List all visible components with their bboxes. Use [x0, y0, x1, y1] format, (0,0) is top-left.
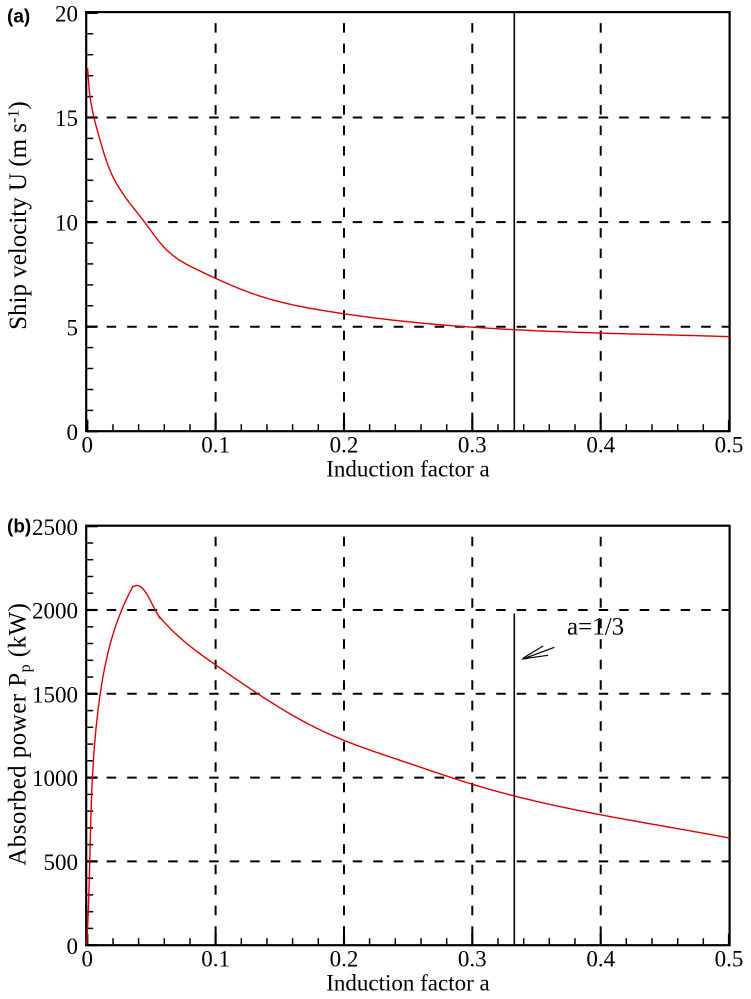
svg-text:0: 0 [67, 420, 79, 445]
svg-text:Induction factor a: Induction factor a [326, 456, 489, 481]
svg-text:Absorbed power Pp (kW): Absorbed power Pp (kW) [4, 603, 34, 866]
svg-text:2500: 2500 [32, 515, 78, 540]
svg-text:0.3: 0.3 [458, 433, 487, 458]
svg-text:0: 0 [82, 947, 94, 972]
svg-text:0.2: 0.2 [330, 947, 359, 972]
svg-text:15: 15 [55, 106, 78, 131]
svg-text:10: 10 [55, 211, 78, 236]
svg-text:0.3: 0.3 [458, 947, 487, 972]
svg-text:0: 0 [67, 934, 79, 959]
svg-text:(b): (b) [7, 516, 31, 537]
svg-text:a=1/3: a=1/3 [567, 614, 624, 641]
svg-text:0.4: 0.4 [586, 947, 615, 972]
svg-text:Induction factor a: Induction factor a [326, 971, 489, 996]
svg-text:2000: 2000 [32, 599, 78, 624]
svg-text:0.5: 0.5 [715, 947, 744, 972]
svg-text:0: 0 [82, 433, 94, 458]
svg-text:0.1: 0.1 [201, 947, 230, 972]
svg-text:500: 500 [44, 850, 79, 875]
svg-text:20: 20 [55, 2, 78, 27]
svg-text:5: 5 [67, 315, 79, 340]
svg-text:1500: 1500 [32, 682, 78, 707]
svg-text:(a): (a) [7, 6, 30, 27]
svg-text:0.2: 0.2 [330, 433, 359, 458]
svg-text:0.5: 0.5 [715, 433, 744, 458]
svg-text:1000: 1000 [32, 766, 78, 791]
svg-text:0.1: 0.1 [201, 433, 230, 458]
svg-text:0.4: 0.4 [586, 433, 615, 458]
svg-text:Ship velocity U (m s-1): Ship velocity U (m s-1) [5, 101, 32, 330]
